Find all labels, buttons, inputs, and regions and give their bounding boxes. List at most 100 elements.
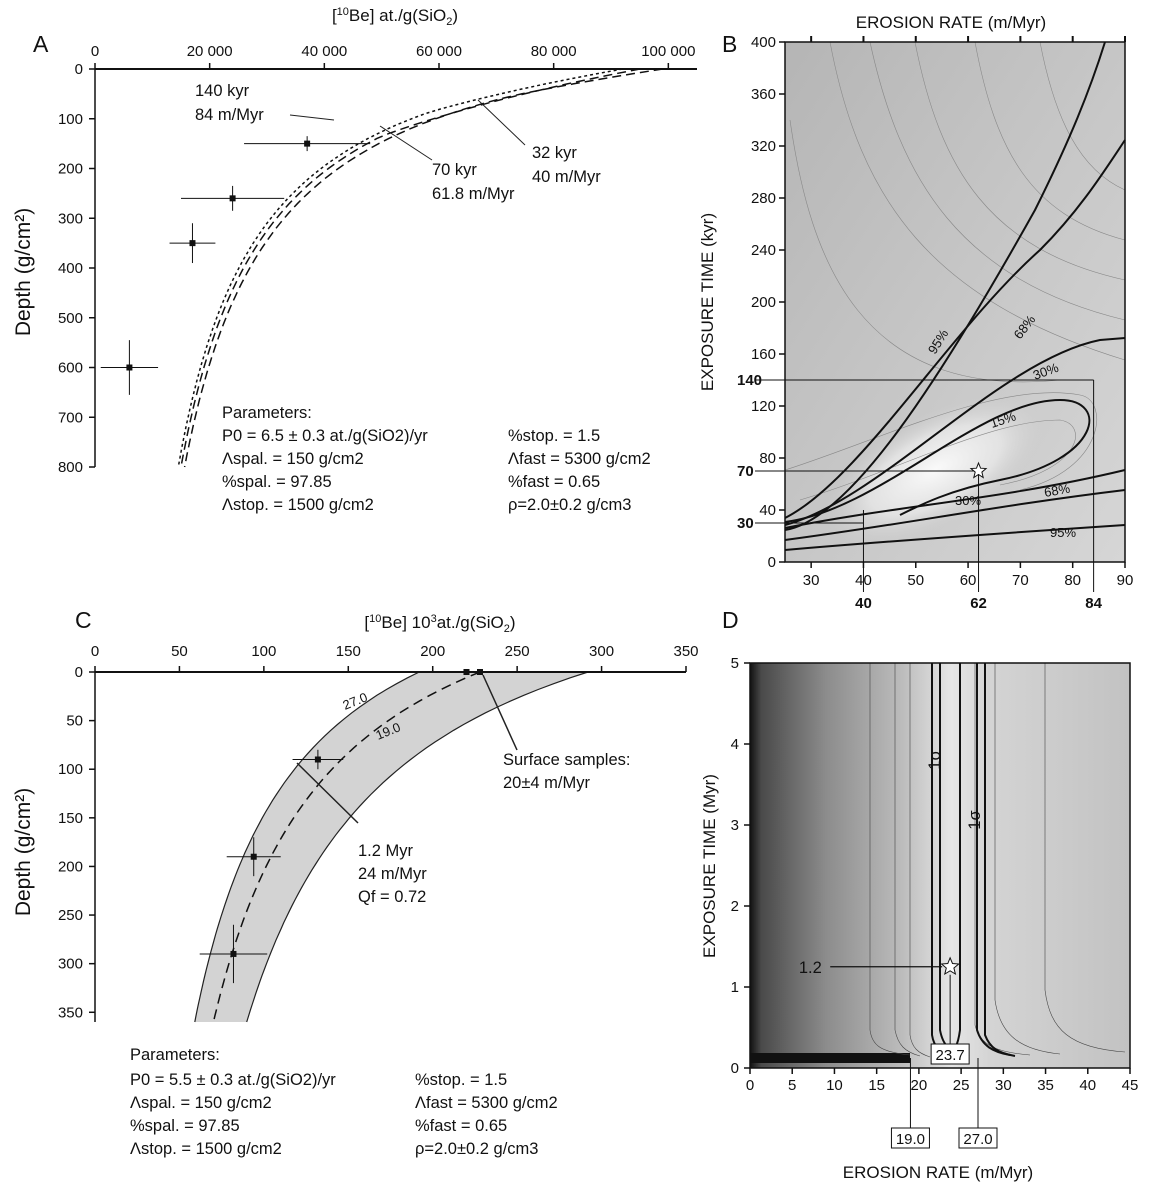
panel-a-points [100,136,371,395]
panel-b-y-tick-label: 200 [751,294,776,311]
panel-a-marker [229,195,236,202]
panel-a-x-tick-label: 100 000 [641,43,695,60]
surface-label-1: 20±4 m/Myr [503,774,590,792]
panel-c-y-tick-label: 0 [75,664,83,681]
panel-a-point [244,136,371,152]
curve-label-40: 40 m/Myr [532,168,601,186]
panel-a-x-tick-label: 80 000 [531,43,577,60]
param-title: Parameters: [222,404,312,422]
panel-a-y-tick-label: 500 [58,310,83,327]
panel-d-x-tick-label: 45 [1122,1077,1139,1094]
panel-d-thin-contours [869,663,1126,1058]
panel-c-y-tick-label: 200 [58,858,83,875]
panel-b-x-tick-label: 70 [1012,572,1029,589]
panel-d-x-tick-label: 20 [911,1077,928,1094]
param-right-3: ρ=2.0±0.2 g/cm3 [508,496,631,514]
panel-b-x-tick-label: 50 [907,572,924,589]
panel-c-y-tick-label: 50 [66,713,83,730]
panel-d-x-tick-label: 15 [868,1077,885,1094]
panel-a-marker [126,364,133,371]
panel-a-letter: A [33,31,49,57]
panel-d-best-fit-star [940,956,960,976]
panel-a-marker [304,140,311,147]
curve-label-140kyr: 140 kyr [195,82,250,100]
panel-c-points [199,669,483,984]
panel-a-x-tick-label: 60 000 [416,43,462,60]
panel-a-curve-0 [180,68,640,468]
panel-c-x-tick-label: 150 [336,643,361,660]
panel-a-marker [189,240,196,247]
param-c-right-3: ρ=2.0±0.2 g/cm3 [415,1140,538,1158]
panel-a-curve-2 [183,68,663,468]
panel-a-y-tick-label: 700 [58,409,83,426]
panel-b-y-tick-label: 320 [751,138,776,155]
panel-b-y-tick-label: 240 [751,242,776,259]
panel-a-x-axis-label: [10Be] at./g(SiO2) [332,6,458,28]
panel-b-guide-label-x: 62 [970,595,987,612]
curve-label-84: 84 m/Myr [195,106,264,124]
panel-c-x-tick-label: 250 [505,643,530,660]
panel-c-y-axis-label: Depth (g/cm²) [12,788,35,916]
param-c-right-2: %fast = 0.65 [415,1117,507,1135]
panel-d-x-tick-label: 0 [746,1077,754,1094]
panel-c-marker [230,950,237,957]
panel-b-y-tick-label: 0 [768,554,776,571]
panel-d-frame [749,662,1131,1069]
panel-c-x-axis-label: [10Be] 103at./g(SiO2) [364,613,515,635]
panel-b: B EROSION RATE (m/Myr) EXPOSURE TIME (ky… [698,13,1133,612]
panel-c-x-tick-label: 300 [589,643,614,660]
fit-label-0: 1.2 Myr [358,842,414,860]
panel-c-y-tick-label: 350 [58,1004,83,1021]
panel-d-sigma-high-label: 27.0 [963,1131,992,1148]
panel-d-sigma-low-label: 19.0 [896,1131,925,1148]
panel-c-point [226,837,281,877]
panel-d-sigma-low-box [890,1127,930,1149]
panel-b-y-axis-label: EXPOSURE TIME (kyr) [698,213,717,391]
panel-d-y-tick-label: 5 [731,655,739,672]
panel-c-y-tick-label: 150 [58,810,83,827]
panel-b-x-tick-label: 80 [1064,572,1081,589]
panel-b-best-fit-star [969,461,988,479]
curve-label-32kyr: 32 kyr [532,144,577,162]
panel-b-guide-label-y: 70 [737,463,754,480]
panel-b-misfit-minimum [825,395,1045,545]
panel-b-y-tick-label: 360 [751,86,776,103]
panel-c-parameters: Parameters: P0 = 5.5 ± 0.3 at./g(SiO2)/y… [130,1046,558,1158]
panel-b-y-tick-label: 80 [759,450,776,467]
panel-b-x-tick-label: 30 [803,572,820,589]
param-left-0: P0 = 6.5 ± 0.3 at./g(SiO2)/yr [222,427,428,445]
panel-c-point [476,669,483,675]
panel-c-x-tick-label: 0 [91,643,99,660]
panel-b-y-tick-label: 40 [759,502,776,519]
panel-c-band-edge [194,671,420,1023]
panel-a-y-tick-label: 400 [58,260,83,277]
panel-c-best-fit-curve [212,671,481,1023]
panel-d-sigma-high-box [958,1127,998,1149]
panel-d-x-tick-label: 40 [1079,1077,1096,1094]
panel-c-point [199,924,268,984]
sigma-label-left: 1σ [926,750,944,769]
panel-c-annotations: 27.0 19.0 Surface samples: 20±4 m/Myr 1.… [296,674,630,906]
param-c-left-0: P0 = 5.5 ± 0.3 at./g(SiO2)/yr [130,1071,336,1089]
panel-d-x-tick-label: 5 [788,1077,796,1094]
panel-c: C [10Be] 103at./g(SiO2) Depth (g/cm²) 0 5… [12,607,699,1158]
panel-d-x-tick-label: 25 [953,1077,970,1094]
panel-b-axes: 30 40 50 60 70 80 9004080120160200240280320360… [751,34,1133,589]
panel-d-x-tick-label: 30 [995,1077,1012,1094]
panel-c-point [292,749,344,770]
panel-d-y-tick-label: 1 [731,979,739,996]
panel-c-x-tick-label: 50 [171,643,188,660]
panel-a-point [100,340,159,395]
panel-d-y-tick-label: 0 [731,1060,739,1077]
contour-label-68-lower: 68% [1043,481,1072,500]
panel-d-best-time-label: 1.2 [799,959,822,977]
panel-d-y-tick-label: 3 [731,817,739,834]
param-c-right-1: Λfast = 5300 g/cm2 [415,1094,558,1112]
panel-c-point [463,669,470,675]
panel-a: A [10Be] at./g(SiO2) Depth (g/cm²) 0 20 0… [12,6,697,514]
panel-b-x-tick-label: 60 [960,572,977,589]
panel-a-curve-1 [177,68,623,468]
panel-a-point [181,185,285,211]
